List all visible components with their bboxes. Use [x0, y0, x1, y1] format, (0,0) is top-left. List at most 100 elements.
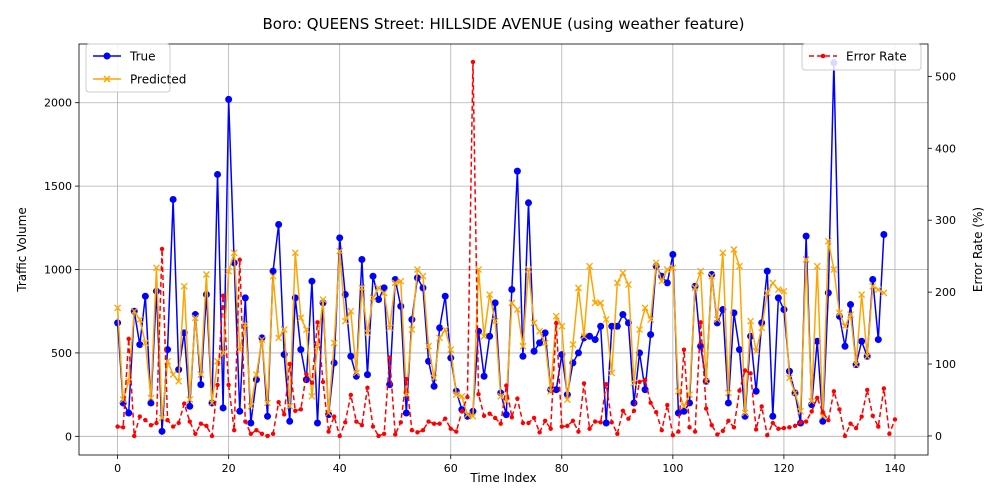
predicted-point [513, 306, 521, 314]
predicted-point [130, 307, 138, 315]
true-point [214, 170, 222, 178]
predicted-point [869, 282, 877, 290]
error-rate-point [631, 408, 637, 413]
error-rate-point [137, 414, 143, 419]
predicted-point [191, 314, 199, 322]
x-tick-label: 60 [444, 462, 458, 475]
error-rate-point [476, 392, 481, 397]
error-rate-point [354, 419, 359, 424]
predicted-point [219, 349, 227, 357]
y-axis-label-left: Traffic Volume [15, 207, 29, 293]
true-point [597, 322, 605, 330]
error-rate-point [670, 433, 676, 438]
predicted-point [369, 294, 377, 302]
error-rate-point [659, 427, 664, 433]
y-tick-label-left: 0 [65, 430, 72, 443]
predicted-point [208, 399, 216, 407]
predicted-point [230, 249, 238, 257]
error-rate-point [803, 419, 809, 424]
error-rate-point [581, 381, 587, 386]
error-rate-point [648, 400, 653, 406]
error-rate-point [343, 420, 348, 425]
predicted-point [763, 289, 771, 297]
predicted-point [697, 267, 705, 275]
predicted-point [497, 392, 505, 400]
true-point [502, 411, 510, 419]
predicted-point [286, 402, 294, 410]
legend-error-label: Error Rate [846, 50, 907, 64]
y-tick-label-right: 100 [935, 358, 956, 371]
predicted-point [736, 262, 743, 270]
predicted-point [341, 317, 349, 325]
chart-title: Boro: QUEENS Street: HILLSIDE AVENUE (us… [263, 15, 745, 33]
error-rate-point [887, 431, 892, 436]
error-rate-point [470, 59, 476, 65]
error-rate-point [231, 427, 237, 433]
error-rate-point [115, 424, 120, 429]
error-rate-point [481, 413, 487, 419]
predicted-point [613, 279, 621, 287]
true-point [735, 346, 743, 354]
predicted-point [724, 389, 732, 397]
x-tick-label: 20 [222, 462, 236, 475]
predicted-point [786, 374, 793, 382]
predicted-point [525, 266, 532, 273]
error-rate-point [442, 416, 448, 421]
predicted-point [608, 369, 616, 377]
predicted-point [280, 326, 288, 334]
predicted-point [486, 291, 494, 298]
true-point [236, 407, 244, 415]
true-point [697, 342, 705, 350]
predicted-point [663, 266, 671, 273]
predicted-point [114, 304, 122, 312]
legend-true-marker [103, 52, 111, 60]
error-rate-point [209, 433, 215, 439]
predicted-point [241, 321, 249, 329]
predicted-point [336, 247, 344, 255]
error-rate-point [570, 418, 576, 424]
error-rate-point [165, 417, 170, 423]
predicted-point [647, 316, 655, 324]
true-point [358, 256, 366, 264]
error-rate-point [687, 425, 692, 430]
error-rate-point [776, 426, 781, 431]
predicted-point [386, 324, 394, 332]
predicted-point [408, 326, 416, 334]
error-rate-point [565, 423, 570, 429]
predicted-point [508, 299, 516, 307]
legend-right-frame [801, 43, 922, 71]
true-point [336, 234, 344, 242]
predicted-point [541, 339, 549, 347]
y-tick-label-right: 0 [935, 430, 942, 443]
error-rate-point [293, 408, 298, 413]
predicted-point [874, 286, 882, 293]
true-point [491, 299, 499, 307]
error-rate-point [792, 423, 798, 429]
true-point [780, 306, 788, 314]
error-rate-point [598, 420, 603, 425]
true-point [269, 267, 277, 275]
error-rate-point [281, 412, 287, 417]
error-rate-point [870, 413, 875, 419]
y-tick-label-right: 400 [935, 142, 956, 155]
error-rate-point [831, 389, 837, 394]
predicted-point [580, 332, 588, 340]
error-rate-point [331, 414, 337, 419]
error-rate-point [270, 431, 276, 436]
true-point [580, 334, 588, 342]
error-rate-point [820, 410, 825, 415]
error-rate-point [387, 355, 392, 360]
error-rate-point [220, 293, 226, 298]
series-layer [114, 59, 898, 439]
predicted-point [258, 336, 266, 344]
true-point [752, 387, 760, 395]
predicted-point [180, 282, 188, 290]
y-tick-label-right: 500 [935, 70, 956, 83]
true-point [125, 409, 133, 417]
true-point [530, 347, 538, 355]
predicted-point [713, 316, 721, 324]
error-rate-point [509, 415, 515, 420]
true-point [186, 402, 194, 410]
error-rate-point [753, 427, 759, 432]
true-point [152, 287, 160, 295]
